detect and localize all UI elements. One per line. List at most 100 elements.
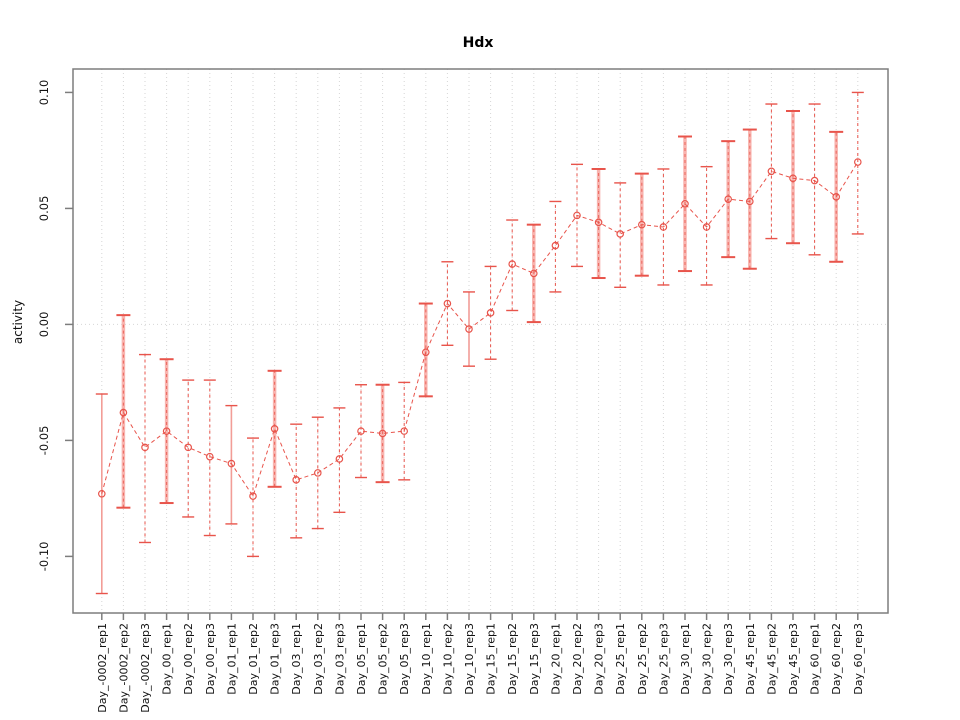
data-point [206,452,214,461]
x-tick-label: Day_30_rep3 [722,623,735,695]
y-axis-label: activity [11,300,25,344]
data-point [400,427,409,435]
error-bar [808,103,821,256]
error-bar [678,135,692,273]
data-point [249,492,257,500]
data-point [681,199,689,208]
data-point [810,176,819,185]
error-bar [506,219,519,312]
error-bar [851,91,864,235]
data-point [162,427,171,435]
chart-title: Hdx [463,35,494,51]
error-bar [441,261,454,346]
x-tick-label: Day_03_rep2 [312,623,325,695]
data-point [659,223,668,231]
data-point [184,443,193,452]
x-tick-label: Day_05_rep1 [355,623,368,695]
x-tick-label: Day_-0002_rep3 [139,623,152,713]
x-tick-label: Day_60_rep1 [809,623,822,695]
x-tick-label: Day_10_rep2 [441,623,454,695]
error-bar [786,109,800,245]
data-point [637,220,646,229]
series-line [101,161,859,498]
data-point [616,230,625,238]
data-point [594,218,603,227]
y-tick-label: -0.10 [37,542,51,572]
x-tick-label: Day_25_rep3 [657,623,670,695]
x-tick-label: Day_25_rep1 [614,623,627,695]
error-bar [267,369,282,488]
data-point [853,158,862,166]
data-point [529,269,538,278]
x-tick-label: Day_10_rep3 [463,623,476,695]
x-tick-label: Day_60_rep3 [852,623,865,695]
plot-content: 0.10 0.05 0.00 -0.05 -0.10 Day_-0002_rep1 Day_… [37,68,889,713]
error-bar [139,353,151,544]
data-point [443,299,452,308]
x-tick-label: Day_05_rep2 [377,623,390,695]
x-tick-label: Day_-0002_rep2 [117,623,130,713]
data-point [292,476,301,484]
error-bar [182,379,195,518]
plot-box [72,68,889,614]
error-bar [311,416,324,530]
data-point [378,429,387,438]
x-tick-label: Day_60_rep2 [830,623,843,695]
y-tick-label: 0.05 [37,196,51,222]
data-point [421,348,430,357]
data-point [745,197,754,206]
x-tick-label: Day_-0002_rep1 [96,623,109,713]
error-bar [700,165,713,286]
x-tick-label: Day_15_rep1 [485,623,498,695]
y-tick-label: -0.05 [37,426,51,456]
x-tick-label: Day_01_rep2 [247,623,260,695]
x-tick-label: Day_45_rep3 [787,623,800,695]
error-bar [333,407,346,514]
data-point [357,427,365,435]
data-point [724,195,733,203]
error-bar [463,291,475,367]
error-bar [484,265,497,360]
data-point [508,260,517,268]
data-point [702,223,711,231]
error-bar [247,437,259,558]
x-tick-label: Day_20_rep2 [571,623,584,695]
x-tick-label: Day_05_rep3 [398,623,411,695]
error-bar [203,379,216,537]
data-point [832,193,841,201]
y-tick-label: 0.10 [37,80,51,106]
error-bar [549,200,562,293]
data-point [573,211,581,220]
x-tick-label: Day_00_rep2 [182,623,195,695]
x-tick-label: Day_45_rep1 [744,623,757,695]
x-tick-label: Day_45_rep2 [765,623,778,695]
x-tick-label: Day_00_rep3 [204,623,217,695]
x-tick-label: Day_01_rep3 [269,623,282,695]
error-bar [526,223,541,324]
x-tick-label: Day_15_rep2 [506,623,519,695]
error-bar [765,103,778,240]
x-tick-label: Day_30_rep1 [679,623,692,695]
error-bar [657,168,670,286]
x-tick-label: Day_20_rep1 [549,623,562,695]
x-tick-label: Day_20_rep3 [593,623,606,695]
data-point [119,408,128,417]
error-bar [418,302,433,398]
y-tick-label: 0.00 [37,312,51,338]
data-point [227,459,236,468]
error-bar [614,182,627,288]
error-bar [290,423,303,539]
error-bar [355,384,367,479]
error-bar [398,381,411,481]
data-point [335,455,344,463]
data-point [98,489,106,498]
data-point [789,174,797,183]
error-bar [742,128,757,270]
x-tick-label: Day_00_rep1 [161,623,174,695]
data-point [313,469,322,477]
x-tick-label: Day_30_rep2 [701,623,714,695]
x-tick-label: Day_25_rep2 [636,623,649,695]
x-tick-label: Day_15_rep3 [528,623,541,695]
data-point [270,425,279,433]
